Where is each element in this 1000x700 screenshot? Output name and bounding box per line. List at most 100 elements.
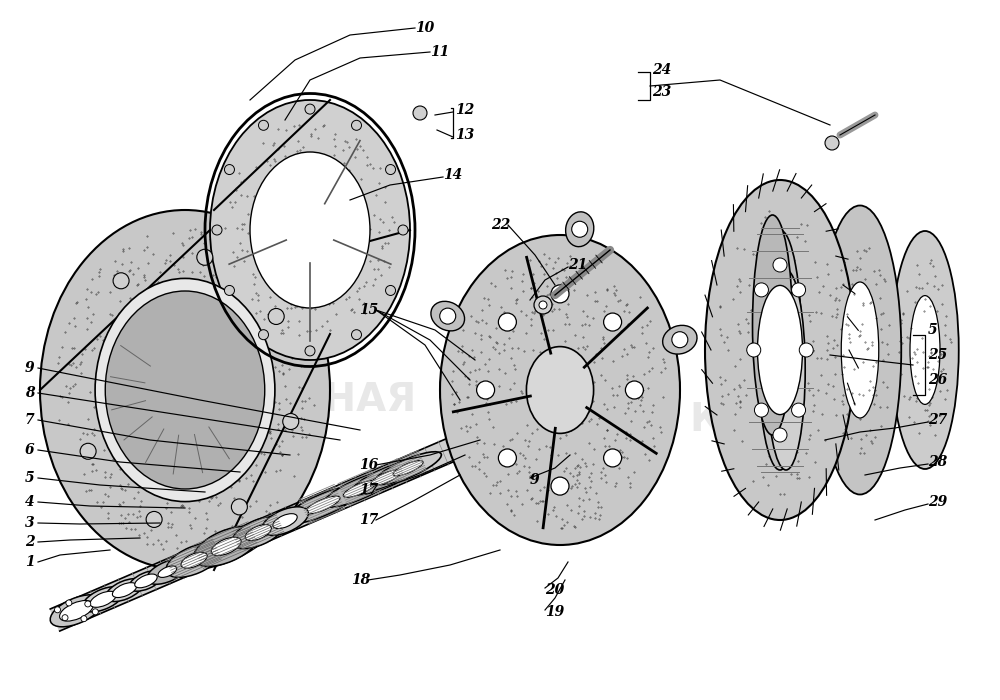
Circle shape: [81, 616, 87, 622]
Text: ПЛАНЕТАРНАЯ: ПЛАНЕТАРНАЯ: [84, 381, 416, 419]
Circle shape: [539, 301, 547, 309]
Text: 18: 18: [351, 573, 370, 587]
Ellipse shape: [245, 524, 271, 540]
Circle shape: [534, 296, 552, 314]
Circle shape: [92, 609, 98, 615]
Ellipse shape: [90, 592, 116, 608]
Circle shape: [498, 449, 516, 467]
Text: 20: 20: [545, 583, 564, 597]
Circle shape: [440, 308, 456, 324]
Text: 5: 5: [928, 323, 938, 337]
Text: 9: 9: [25, 361, 35, 375]
Circle shape: [80, 443, 96, 459]
Ellipse shape: [705, 180, 855, 520]
Text: 27: 27: [928, 413, 947, 427]
Circle shape: [258, 330, 268, 340]
Circle shape: [268, 309, 284, 325]
Circle shape: [351, 120, 361, 130]
Circle shape: [62, 615, 68, 621]
Text: 1: 1: [25, 555, 35, 569]
Ellipse shape: [210, 100, 410, 360]
Circle shape: [54, 607, 60, 612]
Circle shape: [85, 601, 91, 607]
Ellipse shape: [910, 295, 940, 405]
Text: 28: 28: [928, 455, 947, 469]
Text: 24: 24: [652, 63, 671, 77]
Text: 25: 25: [928, 348, 947, 362]
Ellipse shape: [371, 470, 403, 485]
Ellipse shape: [106, 579, 143, 601]
Circle shape: [386, 164, 396, 174]
Text: 17: 17: [359, 513, 378, 527]
Circle shape: [551, 477, 569, 495]
Text: 14: 14: [443, 168, 462, 182]
Ellipse shape: [323, 470, 397, 508]
Text: 11: 11: [430, 45, 449, 59]
Circle shape: [754, 403, 768, 417]
Circle shape: [113, 273, 129, 289]
Circle shape: [258, 120, 268, 130]
Ellipse shape: [891, 231, 959, 469]
Circle shape: [672, 332, 688, 348]
Text: 23: 23: [652, 85, 671, 99]
Circle shape: [305, 346, 315, 356]
Ellipse shape: [284, 486, 361, 524]
Text: 19: 19: [545, 605, 564, 619]
Ellipse shape: [250, 152, 370, 308]
Text: 7: 7: [25, 413, 35, 427]
Text: 15: 15: [359, 303, 378, 317]
Circle shape: [604, 449, 622, 467]
Circle shape: [604, 313, 622, 331]
Text: 17: 17: [359, 483, 378, 497]
Text: 22: 22: [491, 218, 510, 232]
Ellipse shape: [305, 496, 340, 514]
Circle shape: [398, 225, 408, 235]
Ellipse shape: [158, 566, 177, 578]
Ellipse shape: [135, 574, 157, 588]
Ellipse shape: [767, 270, 805, 470]
Text: 16: 16: [359, 458, 378, 472]
Ellipse shape: [352, 460, 422, 495]
Ellipse shape: [526, 346, 594, 433]
Text: 13: 13: [455, 128, 474, 142]
Ellipse shape: [147, 559, 188, 584]
Polygon shape: [50, 379, 595, 631]
Text: 6: 6: [25, 443, 35, 457]
Text: 12: 12: [455, 103, 474, 117]
Circle shape: [498, 313, 516, 331]
Circle shape: [477, 381, 495, 399]
Text: КА: КА: [689, 401, 751, 439]
Circle shape: [747, 343, 761, 357]
Circle shape: [413, 106, 427, 120]
Text: 3: 3: [25, 516, 35, 530]
Circle shape: [224, 164, 234, 174]
Circle shape: [146, 512, 162, 527]
Circle shape: [799, 343, 813, 357]
Text: 2: 2: [25, 535, 35, 549]
Circle shape: [224, 286, 234, 295]
Ellipse shape: [181, 552, 207, 568]
Ellipse shape: [440, 235, 680, 545]
Ellipse shape: [343, 480, 377, 498]
Ellipse shape: [105, 291, 265, 489]
Text: 10: 10: [415, 21, 434, 35]
Ellipse shape: [83, 587, 124, 612]
Ellipse shape: [211, 538, 241, 556]
Circle shape: [66, 600, 72, 606]
Ellipse shape: [40, 210, 330, 570]
Ellipse shape: [129, 570, 163, 592]
Circle shape: [352, 330, 362, 340]
Ellipse shape: [753, 215, 792, 435]
Text: 9: 9: [530, 473, 540, 487]
Text: 4: 4: [25, 495, 35, 509]
Circle shape: [197, 249, 213, 265]
Text: 8: 8: [25, 386, 35, 400]
Circle shape: [754, 283, 768, 297]
Text: 29: 29: [928, 495, 947, 509]
Circle shape: [625, 381, 643, 399]
Ellipse shape: [393, 461, 423, 476]
Text: 5: 5: [25, 471, 35, 485]
Circle shape: [305, 104, 315, 114]
Text: 21: 21: [568, 258, 587, 272]
Ellipse shape: [375, 452, 441, 484]
